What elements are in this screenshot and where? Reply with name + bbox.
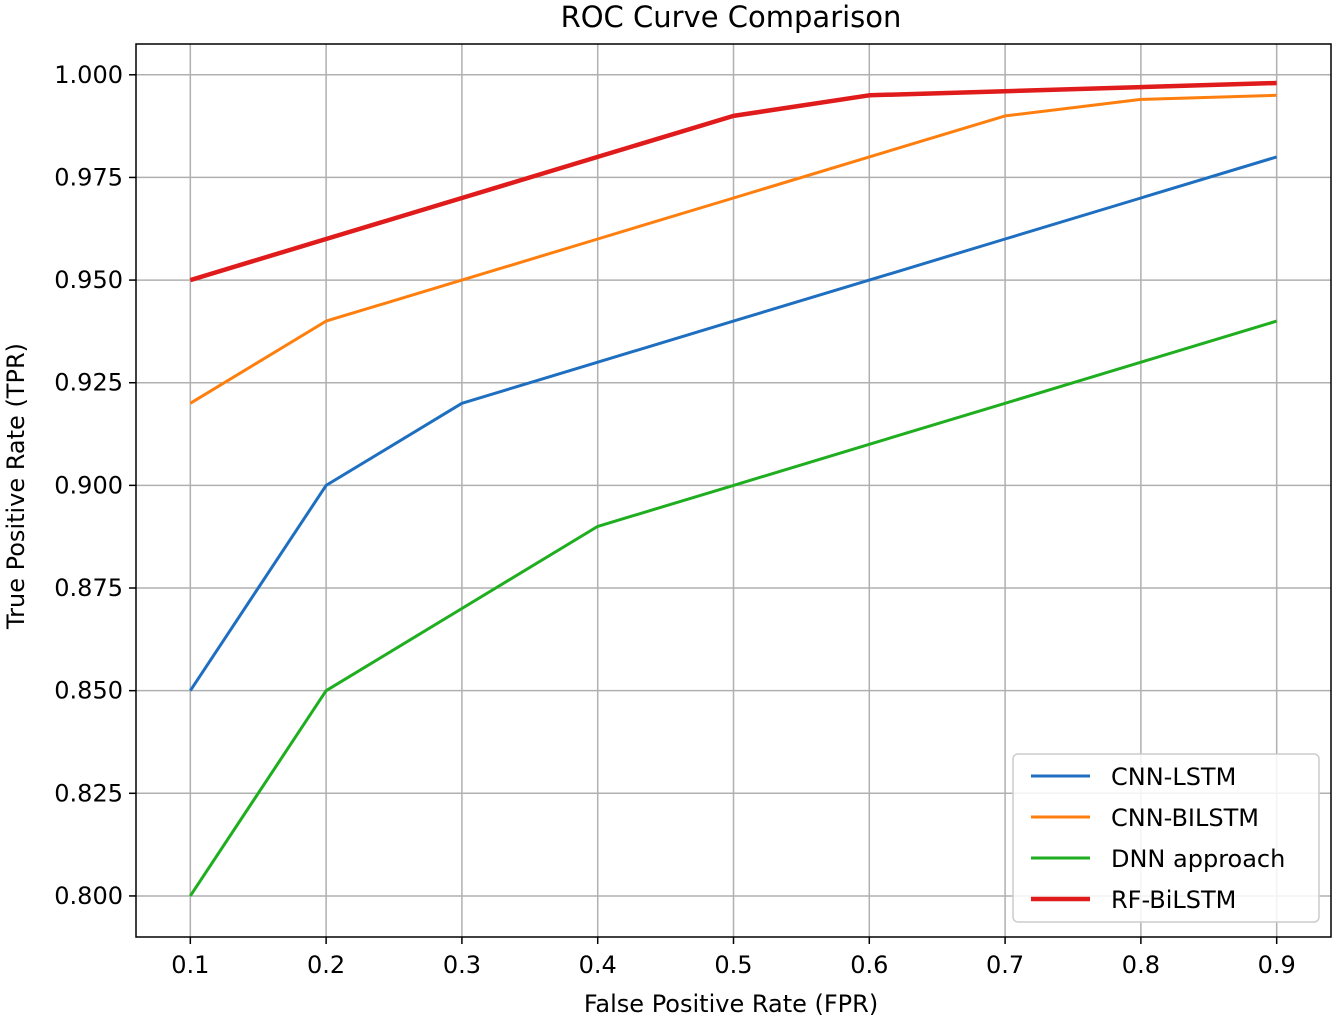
y-tick-label: 1.000 (54, 61, 123, 89)
y-axis-label: True Positive Rate (TPR) (2, 343, 30, 630)
x-axis-label: False Positive Rate (FPR) (584, 990, 878, 1018)
chart-title: ROC Curve Comparison (561, 0, 902, 34)
x-tick-label: 0.4 (579, 951, 617, 979)
series-line-rf-bilstm (189, 80, 1277, 283)
legend-label-cnn-bilstm: CNN-BILSTM (1111, 804, 1259, 832)
x-tick-label: 0.1 (171, 951, 209, 979)
legend-box (1012, 753, 1320, 923)
legend-label-dnn-approach: DNN approach (1111, 845, 1285, 873)
y-tick-label: 0.900 (54, 471, 123, 499)
series-line-cnn-bilstm (189, 93, 1277, 405)
series-line-cnn-lstm (189, 155, 1278, 692)
y-tick-label: 0.850 (54, 677, 123, 705)
x-tick-label: 0.8 (1122, 951, 1160, 979)
y-tick-layer: 0.800 0.825 0.850 0.875 0.900 0.925 0.950 0.975… (54, 61, 136, 910)
y-tick-label: 0.825 (54, 779, 123, 807)
legend: CNN-LSTM CNN-BILSTM DNN approach RF-BiLSTM (1012, 753, 1320, 923)
y-tick-label: 0.800 (54, 882, 123, 910)
x-tick-label: 0.9 (1258, 951, 1296, 979)
y-tick-label: 0.950 (54, 266, 123, 294)
y-tick-label: 0.875 (54, 574, 123, 602)
legend-label-rf-bilstm: RF-BiLSTM (1111, 886, 1236, 914)
x-tick-label: 0.2 (307, 951, 345, 979)
y-tick-label: 0.975 (54, 163, 123, 191)
series-line-dnn-approach (189, 319, 1278, 897)
x-tick-label: 0.3 (443, 951, 481, 979)
x-tick-layer: 0.1 0.2 0.3 0.4 0.5 0.6 0.7 0.8 0.9 (171, 937, 1296, 979)
x-tick-label: 0.6 (850, 951, 888, 979)
x-tick-label: 0.7 (986, 951, 1024, 979)
legend-label-cnn-lstm: CNN-LSTM (1111, 763, 1236, 791)
series-layer (189, 80, 1278, 897)
x-tick-label: 0.5 (714, 951, 752, 979)
y-tick-label: 0.925 (54, 369, 123, 397)
